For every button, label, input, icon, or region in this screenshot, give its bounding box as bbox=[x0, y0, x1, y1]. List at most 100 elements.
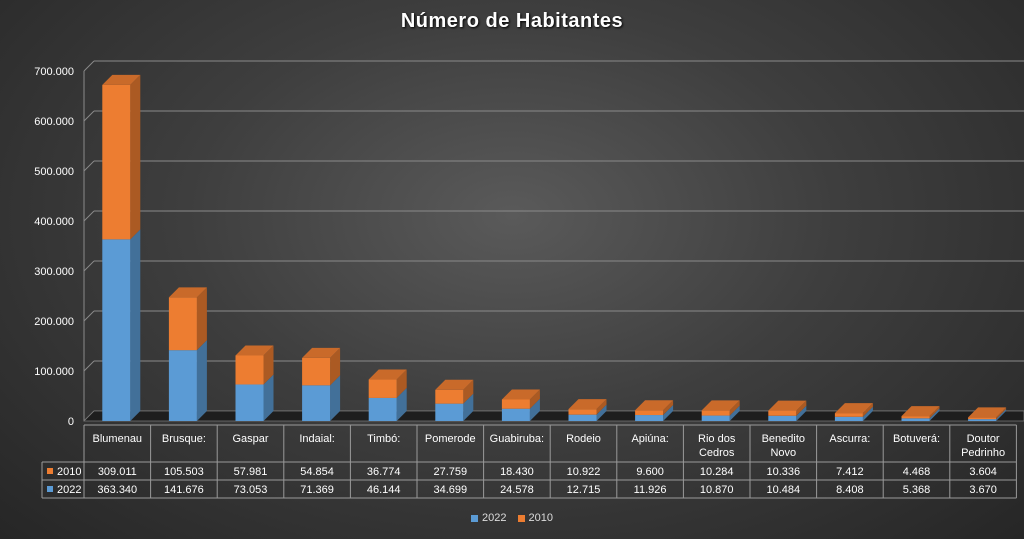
bar-2022-8-side bbox=[663, 405, 674, 421]
data-label-2022-11: 8.408 bbox=[836, 484, 864, 496]
data-label-2010-13: 3.604 bbox=[969, 466, 997, 478]
bar-2010-7-side bbox=[596, 399, 607, 415]
gridline-side-7 bbox=[83, 60, 95, 72]
bar-2022-7-side bbox=[596, 404, 607, 421]
gridline-side-5 bbox=[83, 160, 95, 172]
bar-2010-5-side bbox=[463, 379, 474, 404]
bar-2022-6-side bbox=[529, 398, 540, 421]
data-label-2022-4: 46.144 bbox=[367, 484, 401, 496]
table-row-swatch-2010 bbox=[47, 468, 53, 474]
bar-2010-10-side bbox=[796, 400, 807, 416]
data-label-2010-8: 9.600 bbox=[636, 466, 664, 478]
data-label-2022-7: 12.715 bbox=[567, 484, 601, 496]
table-row-label-2010: 2010 bbox=[57, 466, 81, 478]
bar-top-5 bbox=[435, 379, 474, 390]
data-label-2022-0: 363.340 bbox=[97, 484, 137, 496]
bar-2022-0-side bbox=[130, 229, 141, 421]
bar-top-1 bbox=[168, 287, 207, 298]
legend-swatch-2010 bbox=[517, 514, 525, 522]
x-category-label-2: Gaspar bbox=[232, 433, 268, 445]
bar-2022-4-side bbox=[396, 387, 407, 421]
bar-2010-8 bbox=[635, 410, 664, 416]
bar-2010-2-side bbox=[263, 345, 274, 385]
data-label-2010-5: 27.759 bbox=[433, 466, 467, 478]
bar-2010-8-side bbox=[663, 400, 674, 416]
data-label-2022-2: 73.053 bbox=[234, 484, 268, 496]
bar-2022-1-side bbox=[196, 340, 207, 421]
bar-2010-12 bbox=[901, 416, 930, 419]
bar-2010-11 bbox=[834, 413, 863, 417]
data-label-2010-12: 4.468 bbox=[903, 466, 931, 478]
data-label-2022-3: 71.369 bbox=[300, 484, 334, 496]
x-category-label-9-line-1: Cedros bbox=[699, 447, 735, 459]
bar-2010-9 bbox=[701, 410, 730, 416]
x-category-label-7: Rodeio bbox=[566, 433, 601, 445]
data-label-2010-1: 105.503 bbox=[164, 466, 204, 478]
data-label-2022-9: 10.870 bbox=[700, 484, 734, 496]
bar-top-9 bbox=[701, 400, 740, 411]
data-label-2010-9: 10.284 bbox=[700, 466, 734, 478]
bar-2010-12-side bbox=[929, 406, 940, 419]
table-row-label-2022: 2022 bbox=[57, 484, 81, 496]
bar-top-11 bbox=[834, 403, 873, 414]
bar-2010-6 bbox=[501, 399, 530, 409]
chart-title: Número de Habitantes bbox=[400, 10, 624, 32]
data-label-2010-2: 57.981 bbox=[234, 466, 268, 478]
bar-top-0 bbox=[102, 74, 141, 85]
bar-top-12 bbox=[901, 406, 940, 417]
bar-2010-0-side bbox=[130, 74, 141, 240]
bar-2010-1 bbox=[168, 297, 197, 351]
bar-top-2 bbox=[235, 345, 274, 356]
bar-2010-3 bbox=[302, 357, 331, 386]
bar-2022-6 bbox=[501, 408, 530, 421]
gridline-side-1 bbox=[83, 360, 95, 372]
y-tick-label-1: 100.000 bbox=[34, 366, 74, 378]
bar-2022-1 bbox=[168, 350, 197, 421]
bar-2022-4 bbox=[368, 397, 397, 421]
data-label-2022-5: 34.699 bbox=[433, 484, 467, 496]
bar-2010-2 bbox=[235, 355, 264, 385]
bar-top-4 bbox=[368, 369, 407, 380]
data-label-2010-6: 18.430 bbox=[500, 466, 534, 478]
y-tick-label-6: 600.000 bbox=[34, 116, 74, 128]
bar-2022-9-side bbox=[729, 405, 740, 421]
data-label-2022-1: 141.676 bbox=[164, 484, 204, 496]
bar-2022-10 bbox=[768, 415, 797, 421]
bar-top-8 bbox=[635, 400, 674, 411]
bar-2010-1-side bbox=[196, 287, 207, 351]
bar-top-3 bbox=[302, 347, 341, 358]
bar-2010-0 bbox=[102, 84, 131, 240]
bar-2010-10 bbox=[768, 410, 797, 416]
bar-2010-11-side bbox=[862, 403, 873, 417]
x-category-label-4: Timbó: bbox=[367, 433, 400, 445]
x-category-label-9-line-0: Rio dos bbox=[698, 433, 736, 445]
bar-2022-2-side bbox=[263, 374, 274, 421]
y-tick-label-5: 500.000 bbox=[34, 166, 74, 178]
y-tick-label-2: 200.000 bbox=[34, 316, 74, 328]
bar-2022-13 bbox=[968, 419, 997, 421]
bar-2022-12-side bbox=[929, 408, 940, 421]
bar-2022-2 bbox=[235, 384, 264, 421]
y-tick-label-3: 300.000 bbox=[34, 266, 74, 278]
data-label-2022-13: 3.670 bbox=[969, 484, 997, 496]
bar-2022-5-side bbox=[463, 393, 474, 421]
bar-2022-3-side bbox=[330, 375, 341, 421]
bar-top-13 bbox=[968, 407, 1007, 418]
bar-2022-13-side bbox=[996, 409, 1007, 421]
bar-2022-11 bbox=[834, 416, 863, 421]
gridline-side-6 bbox=[83, 110, 95, 122]
x-category-label-5: Pomerode bbox=[425, 433, 476, 445]
x-category-label-10-line-1: Novo bbox=[770, 447, 796, 459]
legend-item-2010: 2010 bbox=[517, 512, 553, 524]
x-category-label-13-line-0: Doutor bbox=[967, 433, 1000, 445]
legend-swatch-2022 bbox=[470, 514, 478, 522]
data-label-2010-3: 54.854 bbox=[300, 466, 334, 478]
x-category-label-12: Botuverá: bbox=[893, 433, 940, 445]
bar-2010-9-side bbox=[729, 400, 740, 416]
table-row-swatch-2022 bbox=[47, 486, 53, 492]
bar-2010-7 bbox=[568, 409, 597, 415]
chart-floor bbox=[83, 410, 1024, 422]
legend-item-2022: 2022 bbox=[470, 512, 506, 524]
data-label-2010-10: 10.336 bbox=[766, 466, 800, 478]
